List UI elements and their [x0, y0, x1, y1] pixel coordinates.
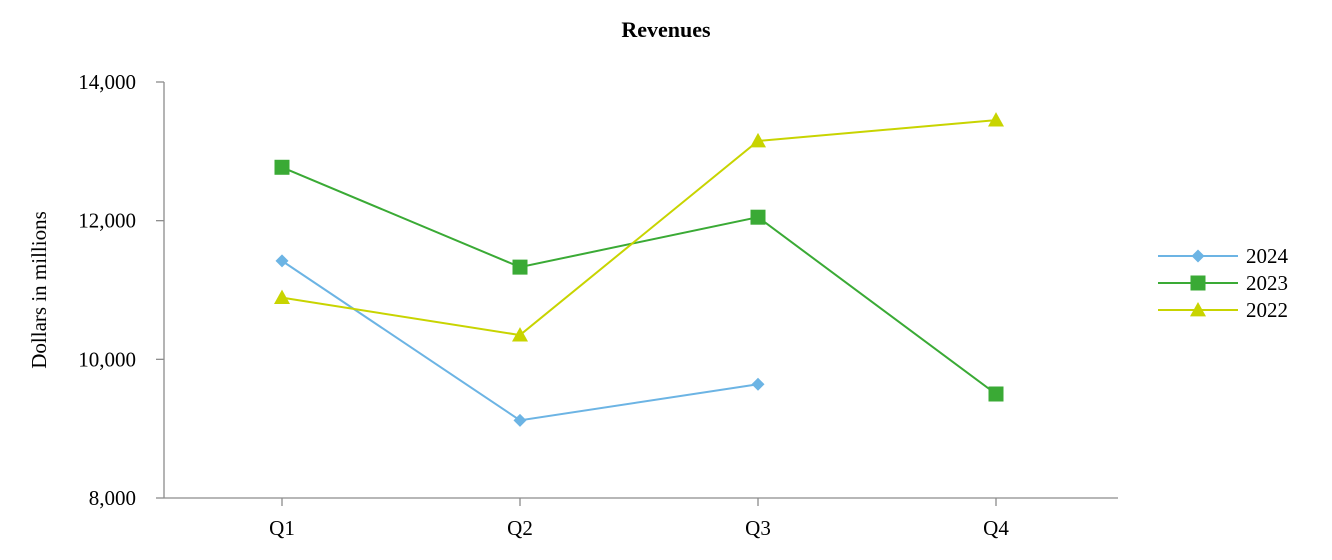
data-point-2023 — [512, 259, 528, 275]
chart-title: Revenues — [621, 17, 711, 42]
series-layer — [274, 112, 1004, 427]
legend-marker — [1190, 275, 1206, 291]
series-2023 — [274, 159, 1004, 402]
series-line-2023 — [281, 166, 997, 395]
x-tick-label: Q4 — [983, 516, 1009, 540]
x-tick-label: Q2 — [507, 516, 533, 540]
data-point-2024 — [275, 254, 289, 268]
legend-marker — [1191, 249, 1205, 263]
y-tick-label: 12,000 — [78, 209, 136, 233]
y-tick-label: 8,000 — [89, 486, 136, 510]
data-point-2022 — [750, 132, 766, 148]
y-axis-ticks: 8,000 10,000 12,000 14,000 — [78, 70, 164, 510]
y-axis-title: Dollars in millions — [27, 211, 51, 369]
series-line-2022 — [281, 119, 997, 337]
y-tick-label: 10,000 — [78, 347, 136, 371]
series-2024 — [275, 254, 765, 427]
data-point-2022 — [988, 112, 1004, 127]
data-point-2024 — [513, 413, 527, 427]
x-tick-label: Q1 — [269, 516, 295, 540]
data-point-2022 — [512, 327, 528, 342]
y-tick-label: 14,000 — [78, 70, 136, 94]
legend: 2024 2023 2022 — [1158, 244, 1289, 322]
data-point-2023 — [750, 209, 766, 225]
data-point-2022 — [274, 289, 290, 305]
series-2022 — [274, 112, 1004, 342]
legend-label: 2023 — [1246, 271, 1288, 295]
data-point-2023 — [988, 386, 1004, 402]
legend-item-2022: 2022 — [1158, 298, 1288, 322]
x-tick-label: Q3 — [745, 516, 771, 540]
x-axis-ticks: Q1 Q2 Q3 Q4 — [269, 498, 1009, 540]
legend-marker — [1190, 302, 1206, 317]
legend-label: 2024 — [1246, 244, 1289, 268]
data-point-2023 — [274, 159, 290, 175]
legend-label: 2022 — [1246, 298, 1288, 322]
legend-item-2023: 2023 — [1158, 271, 1288, 295]
data-point-2024 — [751, 377, 765, 391]
legend-item-2024: 2024 — [1158, 244, 1289, 268]
